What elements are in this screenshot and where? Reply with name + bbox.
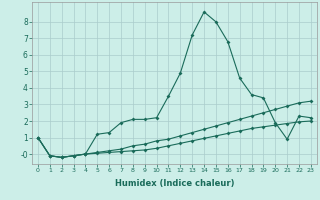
X-axis label: Humidex (Indice chaleur): Humidex (Indice chaleur) <box>115 179 234 188</box>
